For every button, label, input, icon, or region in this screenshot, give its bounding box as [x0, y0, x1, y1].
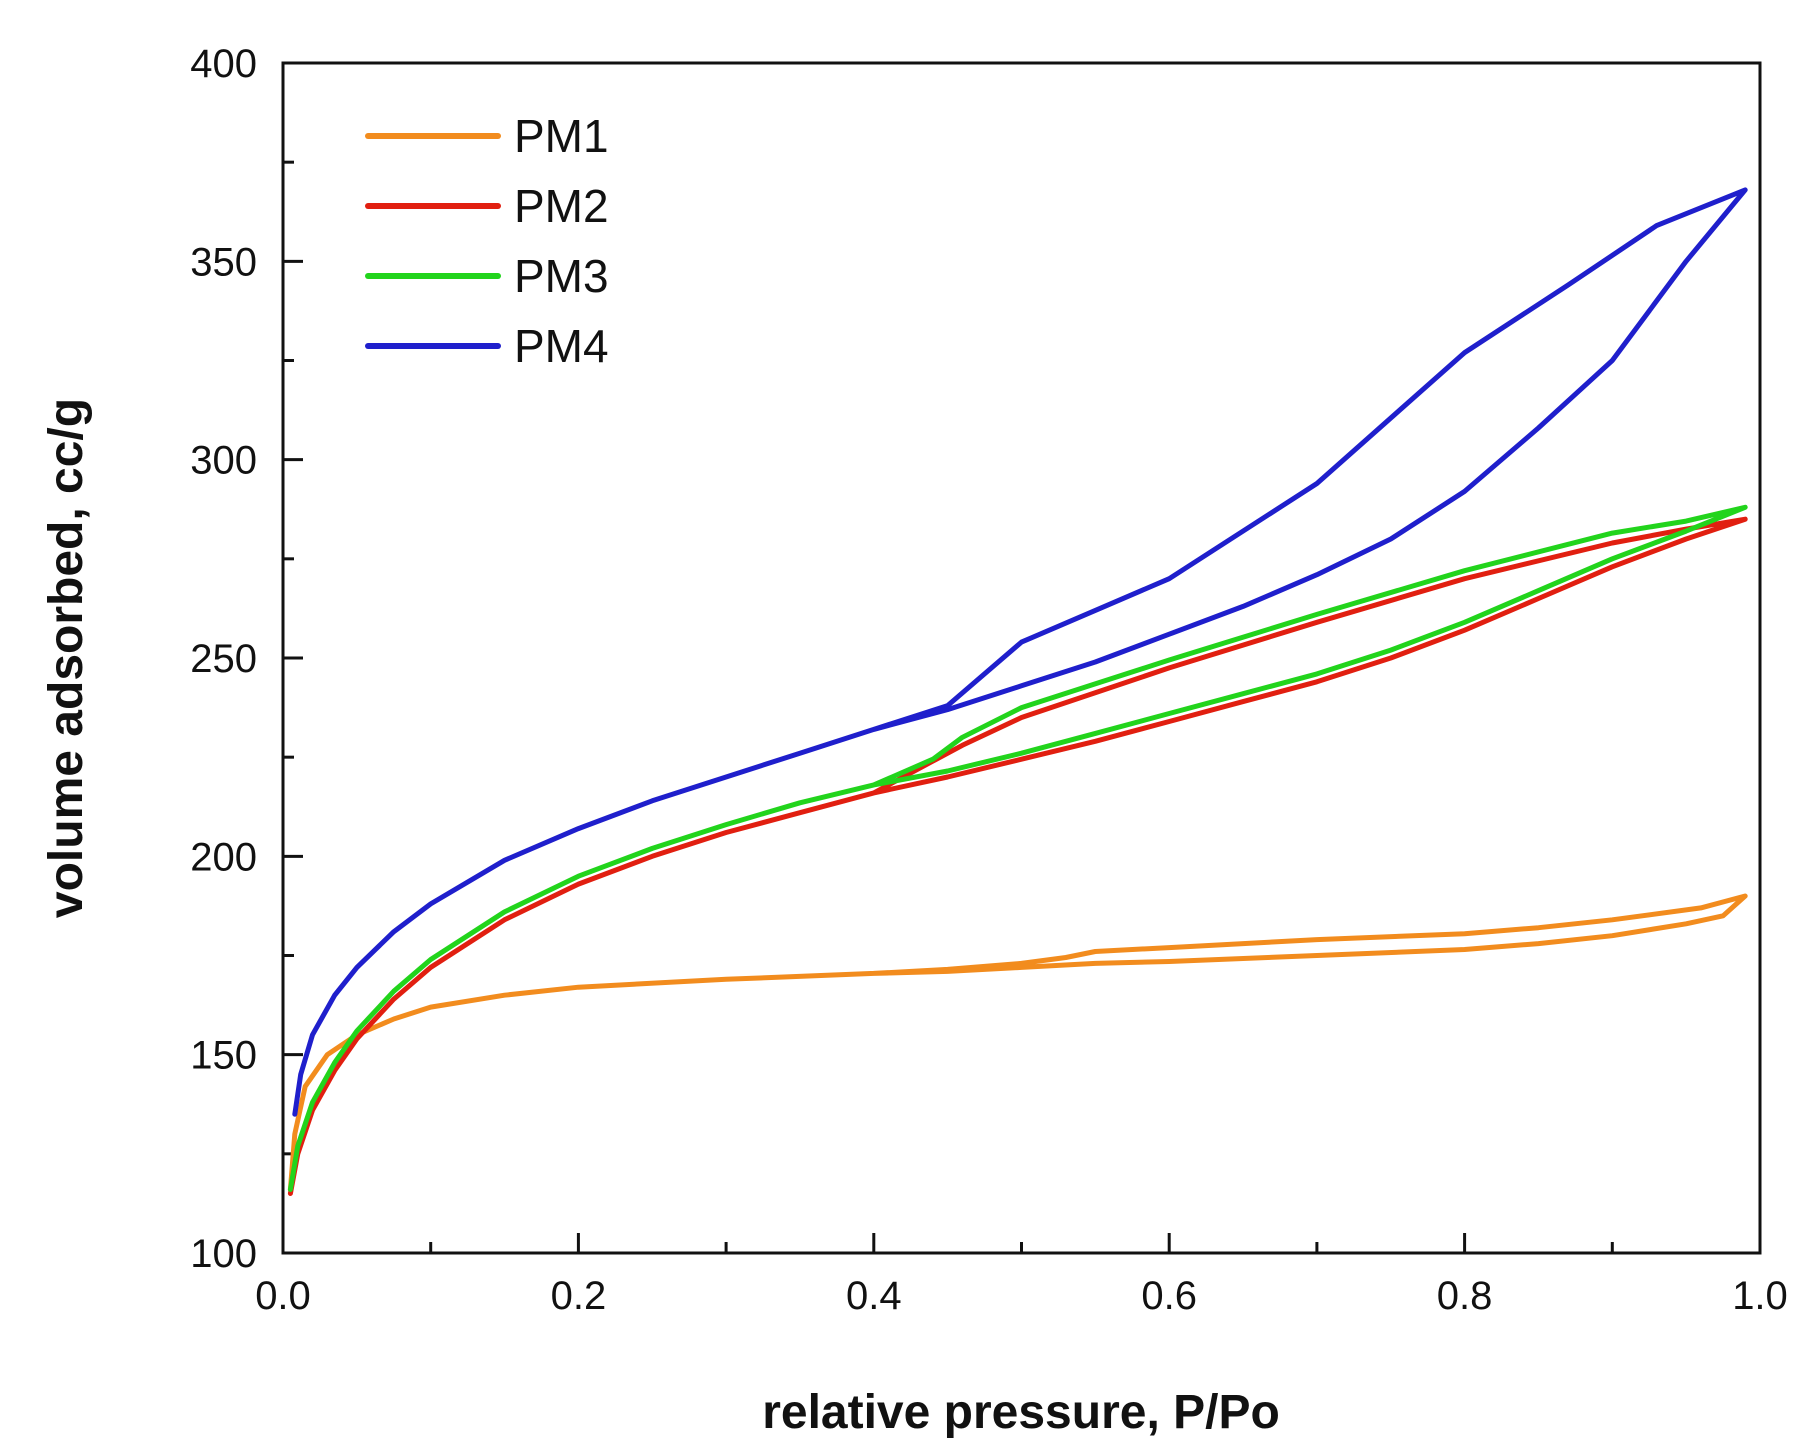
- series-line-pm3: [287, 504, 1748, 1192]
- x-tick-label: 0.2: [551, 1274, 607, 1318]
- y-axis-title: volume adsorbed, cc/g: [40, 398, 93, 918]
- legend-label-pm3: PM3: [514, 250, 609, 302]
- x-tick-label: 0.6: [1141, 1274, 1197, 1318]
- legend-label-pm2: PM2: [514, 180, 609, 232]
- y-tick-label: 100: [190, 1232, 257, 1276]
- legend-label-pm1: PM1: [514, 110, 609, 162]
- legend-label-pm4: PM4: [514, 320, 609, 372]
- x-axis-ticks: 0.0 0.2 0.4 0.6 0.8 1.0: [255, 1233, 1788, 1318]
- series-line-pm2: [287, 516, 1748, 1196]
- x-tick-label: 0.0: [255, 1274, 311, 1318]
- y-tick-label: 200: [190, 835, 257, 879]
- y-tick-label: 150: [190, 1034, 257, 1078]
- legend: PM1 PM2 PM3 PM4: [365, 110, 609, 372]
- y-tick-label: 400: [190, 42, 257, 86]
- x-tick-label: 0.8: [1437, 1274, 1493, 1318]
- series-line-pm1: [287, 893, 1748, 1192]
- series-line-pm4: [292, 187, 1748, 1117]
- series-lines: [287, 187, 1748, 1196]
- x-tick-label: 0.4: [846, 1274, 902, 1318]
- plot-frame: [281, 61, 1762, 1255]
- x-tick-label: 1.0: [1732, 1274, 1788, 1318]
- y-tick-label: 350: [190, 240, 257, 284]
- y-tick-label: 250: [190, 637, 257, 681]
- y-tick-label: 300: [190, 439, 257, 483]
- x-axis-title: relative pressure, P/Po: [762, 1386, 1280, 1439]
- y-axis-ticks: 100 150 200 250 300 350 400: [190, 42, 303, 1276]
